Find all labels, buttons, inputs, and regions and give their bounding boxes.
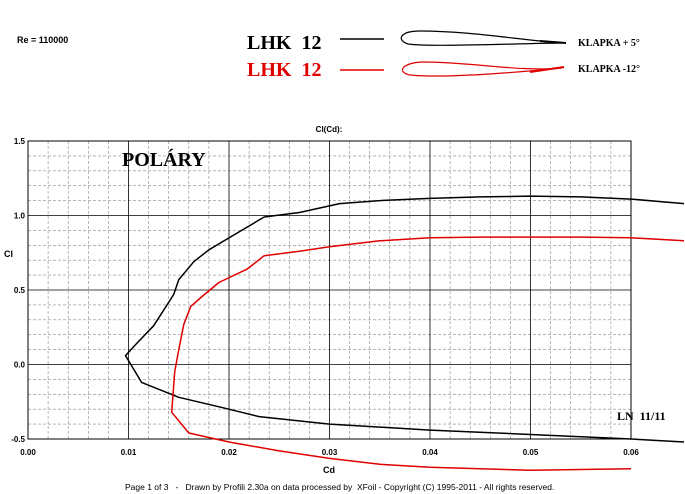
x-tick-label: 0.01 bbox=[121, 448, 137, 457]
footer-credit: Page 1 of 3 - Drawn by Profili 2.30a on … bbox=[125, 482, 554, 492]
airfoil-outline-1 bbox=[400, 30, 563, 46]
x-tick-label: 0.05 bbox=[523, 448, 539, 457]
y-axis-label: Cl bbox=[4, 249, 13, 259]
airfoil-te-1 bbox=[539, 40, 567, 44]
y-tick-label: 1.0 bbox=[14, 212, 26, 221]
reynolds-number: Re = 110000 bbox=[17, 35, 68, 45]
series-line-1 bbox=[124, 195, 685, 443]
x-tick-label: 0.02 bbox=[221, 448, 237, 457]
y-tick-label: 0.5 bbox=[14, 286, 26, 295]
chart-title: Cl(Cd): bbox=[316, 125, 343, 134]
airfoil-flap-2 bbox=[529, 66, 565, 73]
series-layer bbox=[124, 195, 685, 472]
x-tick-label: 0.06 bbox=[623, 448, 639, 457]
series-line-2 bbox=[170, 236, 685, 472]
x-tick-label: 0.04 bbox=[422, 448, 438, 457]
legend-flap-1: KLAPKA + 5° bbox=[578, 38, 640, 49]
x-axis-label: Cd bbox=[323, 465, 335, 475]
corner-label: LN 11/11 bbox=[617, 409, 666, 423]
x-tick-label: 0.03 bbox=[322, 448, 338, 457]
plot-frame bbox=[27, 140, 632, 440]
y-tick-label: 0.0 bbox=[14, 361, 26, 370]
y-tick-labels: 1.5 1.0 0.5 0.0 -0.5 bbox=[11, 137, 25, 444]
chart-annotation: POLÁRY bbox=[122, 148, 206, 171]
grid-major bbox=[28, 141, 631, 439]
y-tick-label: 1.5 bbox=[14, 137, 26, 146]
x-tick-labels: 0.00 0.01 0.02 0.03 0.04 0.05 0.06 bbox=[20, 448, 639, 457]
legend-flap-2: KLAPKA -12° bbox=[578, 64, 640, 75]
airfoil-outline-2 bbox=[401, 61, 563, 77]
x-tick-label: 0.00 bbox=[20, 448, 36, 457]
legend-name-2: LHK 12 bbox=[247, 59, 321, 81]
legend-name-1: LHK 12 bbox=[247, 32, 321, 54]
y-tick-label: -0.5 bbox=[11, 435, 25, 444]
